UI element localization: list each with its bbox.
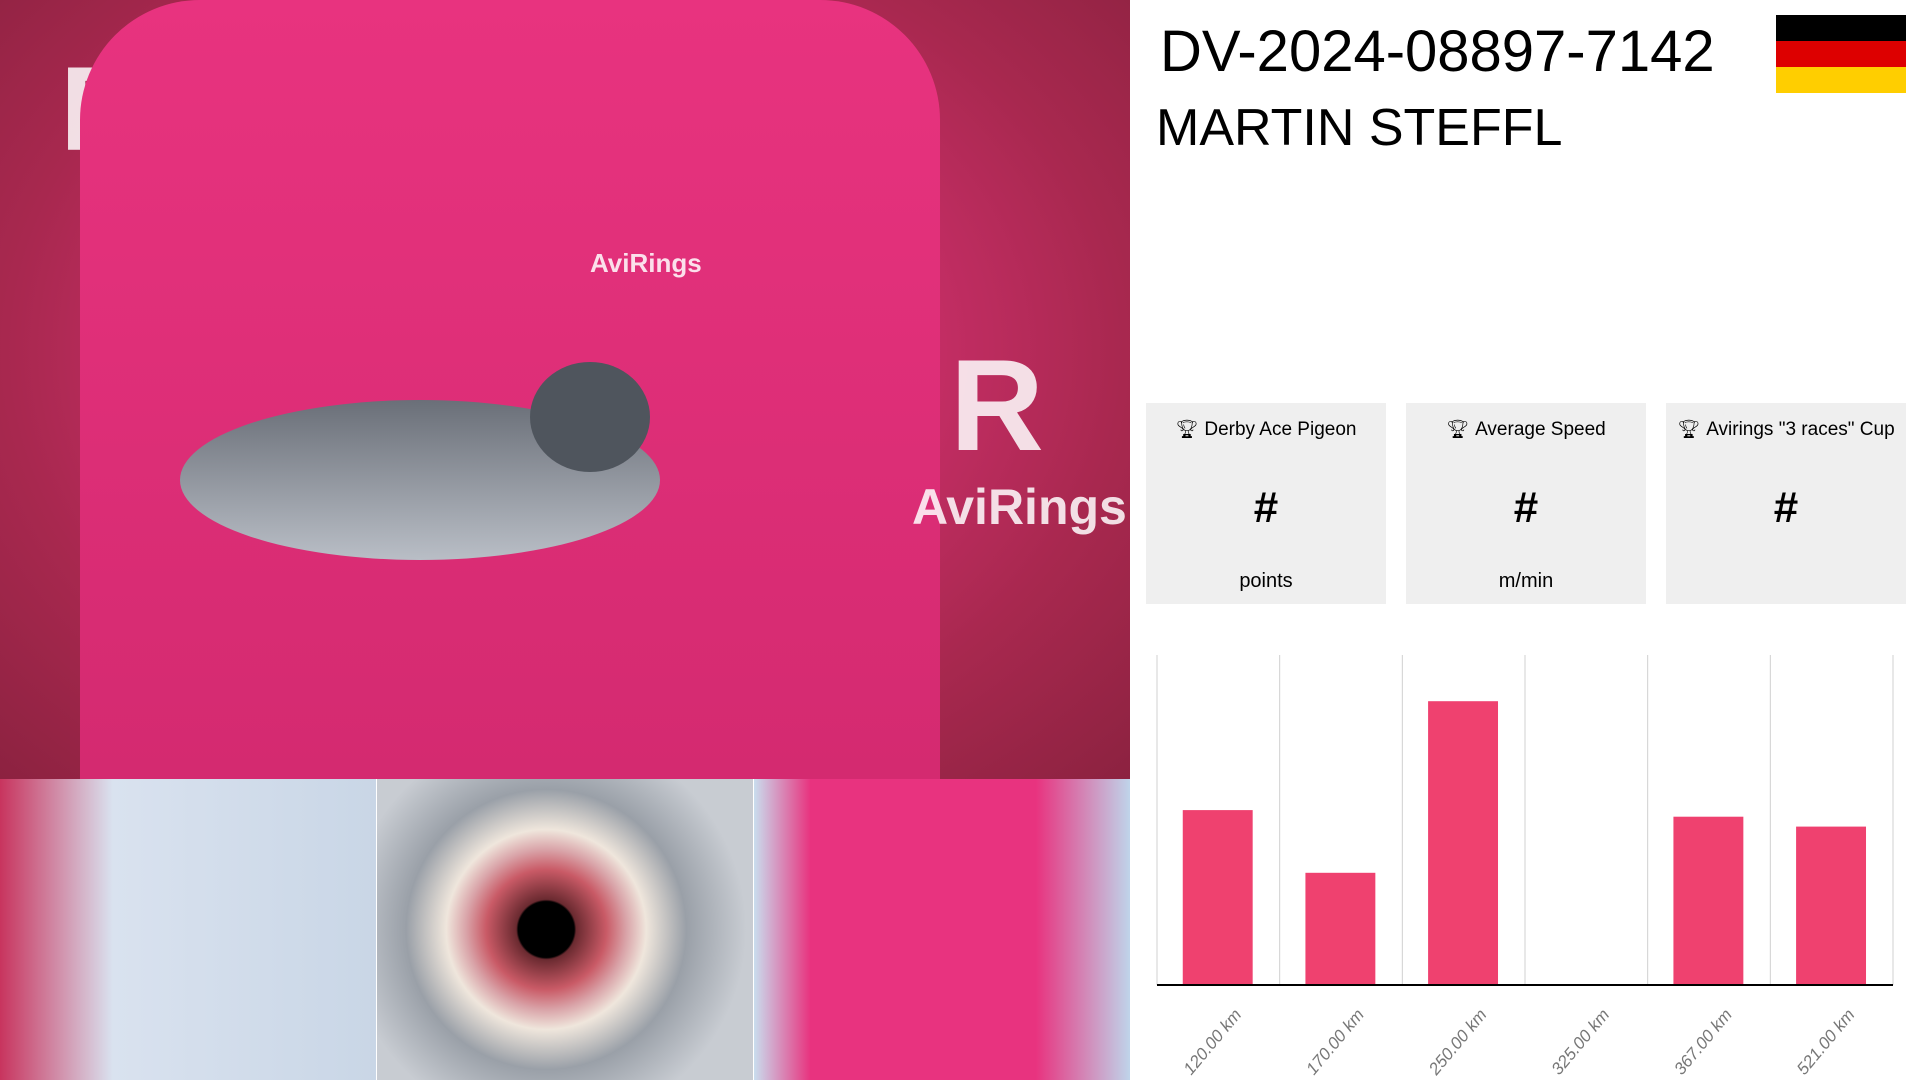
bar — [1673, 816, 1744, 985]
x-tick-label: 325.00 km — [1548, 1005, 1614, 1078]
stat-title: Avirings "3 races" Cup — [1706, 419, 1895, 440]
germany-flag-icon — [1776, 15, 1906, 93]
stat-value: # — [1773, 483, 1799, 532]
distance-bar-chart: 120.00 km 170.00 km 250.00 km 325.00 km 367.… — [1156, 655, 1894, 1079]
stat-value: # — [1253, 483, 1279, 532]
shirt — [80, 0, 940, 779]
x-tick-label: 120.00 km — [1180, 1005, 1246, 1078]
bar — [1182, 810, 1253, 985]
x-tick-label: 250.00 km — [1424, 1005, 1490, 1079]
backdrop-brand-text: AviRings — [912, 479, 1127, 535]
trophy-icon: 🏆︎ — [1677, 419, 1701, 439]
ring-number: DV-2024-08897-7142 — [1160, 19, 1715, 84]
stat-card-derby-ace: 🏆︎ Derby Ace Pigeon # points — [1146, 403, 1386, 604]
shirt-brand-text: AviRings — [590, 248, 702, 278]
bar — [1428, 701, 1499, 985]
brand-logo-watermark: R — [950, 332, 1044, 478]
trophy-icon: 🏆︎ — [1446, 419, 1470, 439]
thumbnail-eye-photo[interactable] — [377, 779, 753, 1080]
stat-unit: m/min — [1498, 570, 1554, 592]
stat-title: Derby Ace Pigeon — [1204, 419, 1357, 440]
pigeon-head — [530, 362, 650, 472]
stat-value: # — [1513, 483, 1539, 532]
bar — [1305, 872, 1376, 985]
stat-card-average-speed: 🏆︎ Average Speed # m/min — [1406, 403, 1646, 604]
x-tick-label: 170.00 km — [1302, 1005, 1368, 1078]
stat-card-3-races-cup: 🏆︎ Avirings "3 races" Cup # — [1666, 403, 1906, 604]
x-tick-label: 367.00 km — [1670, 1005, 1736, 1078]
stat-unit: points — [1239, 570, 1293, 592]
thumbnail-wing-photo[interactable] — [0, 779, 376, 1080]
owner-name: MARTIN STEFFL — [1156, 99, 1563, 157]
main-pigeon-photo[interactable]: R R AviRings AviRings R — [0, 0, 1130, 779]
trophy-icon: 🏆︎ — [1175, 419, 1199, 439]
bar — [1796, 826, 1867, 985]
thumbnail-pigeon-photo[interactable] — [754, 779, 1130, 1080]
x-tick-label: 521.00 km — [1793, 1005, 1859, 1078]
stat-title: Average Speed — [1475, 419, 1606, 440]
